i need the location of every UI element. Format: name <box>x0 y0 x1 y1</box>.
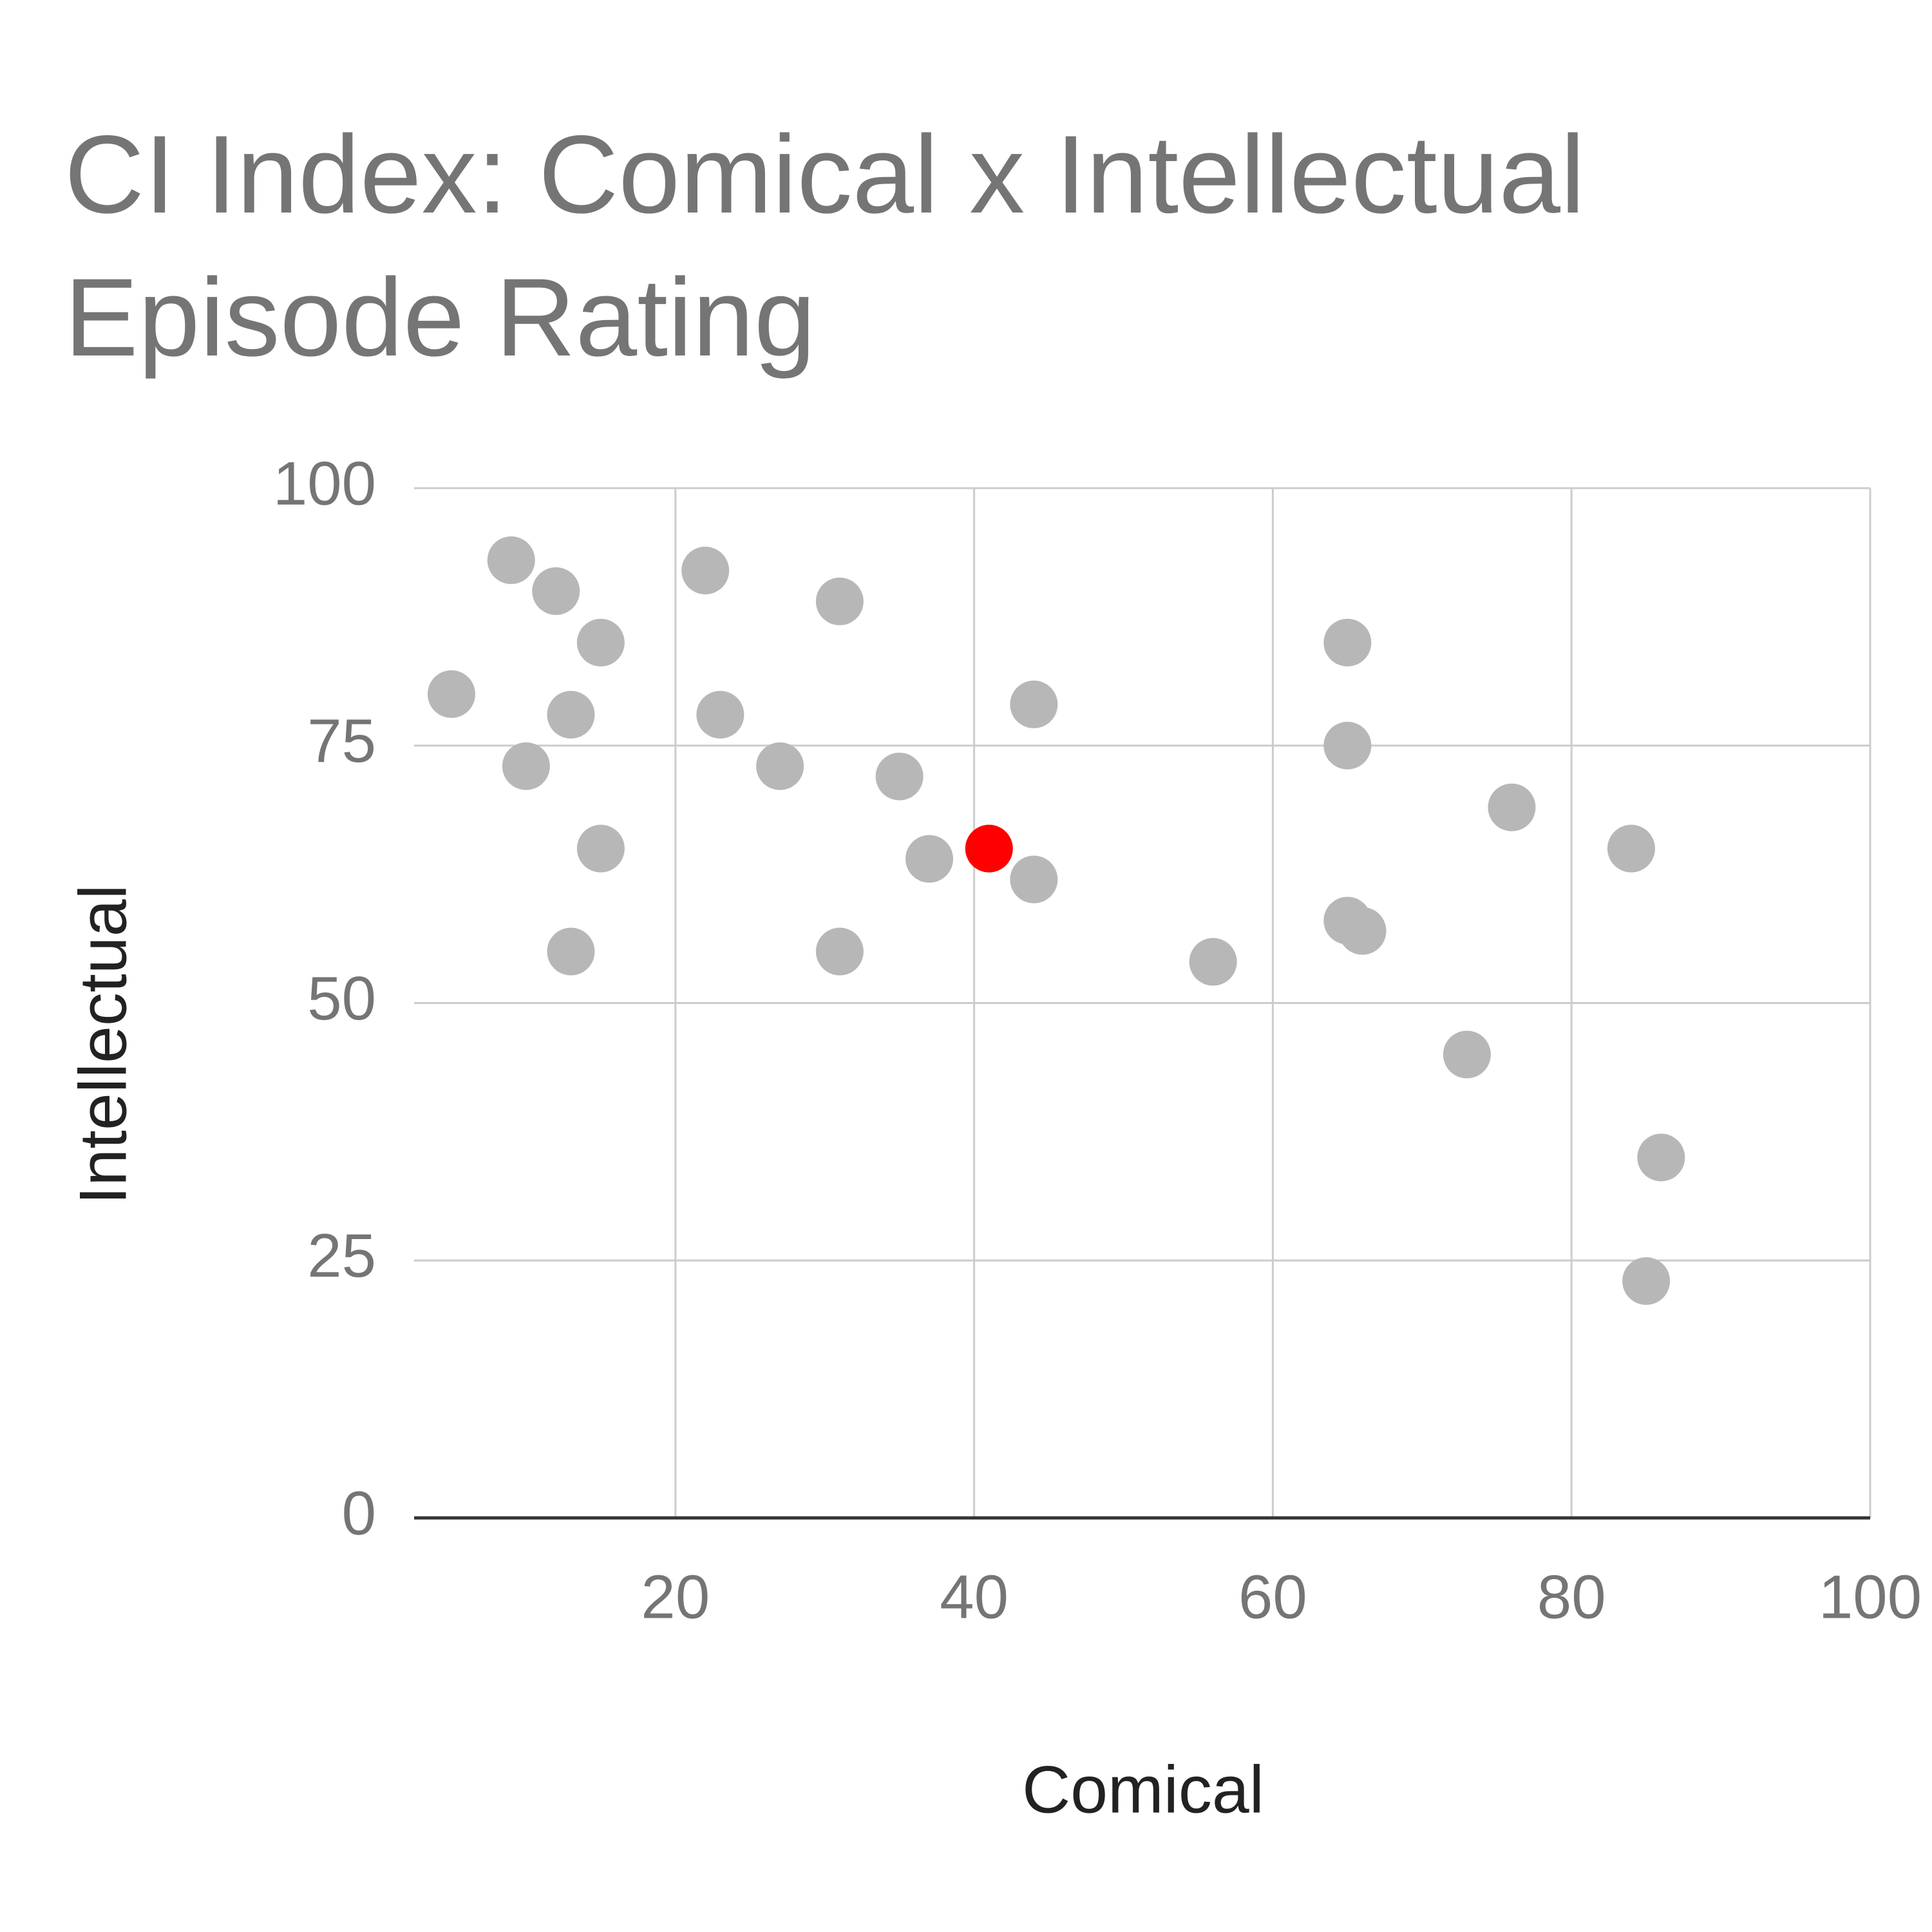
point <box>1443 1030 1491 1079</box>
point <box>1010 855 1058 904</box>
point <box>815 927 864 976</box>
x-tick-label: 60 <box>1238 1562 1307 1631</box>
point <box>1323 618 1372 667</box>
point <box>905 835 954 883</box>
y-tick-label: 100 <box>273 449 376 518</box>
point <box>1622 1257 1671 1305</box>
point <box>696 690 744 739</box>
point <box>756 742 804 790</box>
point <box>965 824 1013 873</box>
point <box>1637 1133 1685 1182</box>
x-tick-label: 40 <box>940 1562 1009 1631</box>
point <box>576 824 625 873</box>
point <box>875 752 923 800</box>
point <box>1010 680 1058 728</box>
point <box>1323 721 1372 770</box>
point <box>1338 907 1387 955</box>
x-axis-label: Comical <box>1022 1752 1264 1827</box>
point <box>547 690 595 739</box>
point <box>547 927 595 976</box>
x-tick-label: 100 <box>1819 1562 1922 1631</box>
point <box>502 742 550 790</box>
y-axis-label: Intellectual <box>66 884 140 1204</box>
point <box>487 536 535 584</box>
point <box>815 577 864 625</box>
y-tick-label: 25 <box>307 1222 376 1291</box>
y-tick-label: 75 <box>307 706 376 775</box>
y-tick-label: 50 <box>307 964 376 1033</box>
point <box>1488 783 1536 831</box>
point <box>1189 938 1237 986</box>
point <box>427 670 475 718</box>
chart-title: CI Index: Comical x Intellectual Episode… <box>64 113 1586 379</box>
x-tick-label: 80 <box>1537 1562 1606 1631</box>
y-tick-label: 0 <box>342 1479 376 1548</box>
point <box>681 546 730 594</box>
point <box>1607 824 1655 873</box>
point <box>576 618 625 667</box>
x-tick-label: 20 <box>641 1562 710 1631</box>
point <box>532 567 580 615</box>
